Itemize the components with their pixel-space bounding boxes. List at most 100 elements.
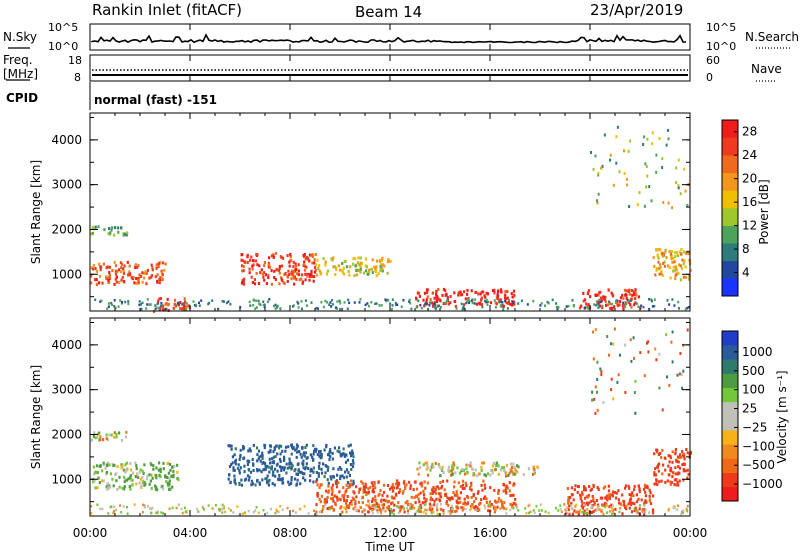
- power-region-1: [90, 225, 129, 237]
- velocity-colorbar-segment-11: [722, 331, 738, 346]
- power-colorbar-segment-8: [722, 137, 738, 156]
- velocity-ytick-2000: 2000: [51, 427, 82, 441]
- velocity-region-6: [653, 448, 692, 487]
- power-colorbar-tick-4: 12: [742, 219, 757, 233]
- power-colorbar-segment-5: [722, 190, 738, 209]
- power-ytick-1000: 1000: [51, 267, 82, 281]
- velocity-colorbar-tick-5: −100: [742, 439, 775, 453]
- power-scatter: [590, 125, 690, 210]
- nsky-label: N.Sky: [3, 30, 37, 44]
- noise-axis-top-left: 10^5: [48, 21, 78, 34]
- date-title: 23/Apr/2019: [590, 1, 683, 19]
- velocity-ylabel: Slant Range [km]: [29, 365, 43, 469]
- velocity-colorbar-tick-0: 1000: [742, 345, 773, 359]
- velocity-colorbar-segment-6: [722, 401, 738, 417]
- power-colorbar-segment-9: [722, 120, 738, 138]
- power-region-7: [652, 248, 692, 282]
- power-colorbar-tick-6: 4: [742, 266, 750, 280]
- velocity-colorbar-segment-3: [722, 444, 738, 459]
- velocity-colorbar-tick-3: 25: [742, 402, 757, 416]
- velocity-colorbar-tick-7: −1000: [742, 477, 783, 491]
- noise-sky-trace: [91, 33, 686, 44]
- x-tick-1: 04:00: [173, 526, 208, 540]
- power-colorbar: 28 24 20 16 12 8 4: [721, 119, 757, 297]
- freq-label: Freq.: [3, 53, 33, 67]
- velocity-scatter: [591, 327, 689, 415]
- power-ytick-4000: 4000: [51, 133, 82, 147]
- frequency-panel: Freq. [MHz] 18 8 60 0 Nave: [3, 53, 782, 84]
- power-colorbar-segment-1: [722, 260, 738, 279]
- power-colorbar-tick-5: 8: [742, 242, 750, 256]
- velocity-panel: 4000 3000 2000 1000 Slant Range [km] 1000 50…: [29, 317, 789, 517]
- velocity-ytick-4000: 4000: [51, 338, 82, 352]
- velocity-region-1: [90, 430, 128, 442]
- velocity-colorbar-segment-9: [722, 359, 738, 374]
- velocity-colorbar-segment-4: [722, 430, 738, 445]
- cpid-text: normal (fast) -151: [94, 93, 217, 107]
- x-tick-6: 00:00: [673, 526, 708, 540]
- velocity-ground-strip: [90, 503, 689, 516]
- velocity-colorbar-tick-6: −500: [742, 458, 775, 472]
- freq-unit-label: [MHz]: [3, 67, 38, 81]
- velocity-ytick-1000: 1000: [51, 472, 82, 486]
- velocity-colorbar-segment-10: [722, 345, 738, 360]
- freq-tick-18: 18: [68, 54, 82, 67]
- power-colorbar-segment-7: [722, 155, 738, 174]
- nave-label: Nave: [751, 62, 782, 76]
- velocity-colorbar-segment-5: [722, 416, 738, 431]
- power-panel: 4000 3000 2000 1000 Slant Range [km] 28 24 20…: [29, 112, 771, 313]
- x-tick-3: 12:00: [373, 526, 408, 540]
- velocity-colorbar-segment-8: [722, 373, 738, 388]
- nsearch-label: N.Search: [745, 30, 799, 44]
- power-ground-strip: [94, 298, 690, 311]
- x-tick-5: 20:00: [573, 526, 608, 540]
- velocity-colorbar-segment-7: [722, 387, 738, 403]
- power-colorbar-segment-2: [722, 243, 738, 262]
- power-colorbar-tick-0: 28: [742, 125, 757, 139]
- beam-title: Beam 14: [355, 3, 422, 21]
- power-ytick-2000: 2000: [51, 222, 82, 236]
- velocity-region-2: [227, 443, 355, 487]
- velocity-ytick-3000: 3000: [51, 383, 82, 397]
- noise-axis-top-right: 10^5: [706, 21, 736, 34]
- velocity-colorbar-tick-4: −25: [742, 420, 767, 434]
- freq-tick-8: 8: [74, 71, 81, 84]
- power-colorbar-tick-1: 24: [742, 148, 757, 162]
- cpid-label: CPID: [6, 91, 38, 105]
- power-colorbar-segment-6: [722, 172, 738, 191]
- velocity-region-0: [92, 461, 180, 492]
- velocity-colorbar: 1000 500 100 25 −25 −100 −500 −1000: [721, 330, 783, 502]
- power-heatmap: [90, 125, 692, 313]
- noise-panel: N.Sky 10^5 10^0 10^5 10^0 N.Search: [3, 21, 799, 53]
- power-colorbar-segment-0: [722, 278, 738, 297]
- power-region-0: [90, 260, 167, 287]
- velocity-colorbar-segment-1: [722, 472, 738, 488]
- power-colorbar-tick-2: 20: [742, 172, 757, 186]
- power-ylabel: Slant Range [km]: [29, 160, 43, 264]
- velocity-colorbar-label: Velocity [m s⁻¹]: [775, 370, 789, 463]
- power-region-4: [315, 256, 392, 278]
- noise-axis-bottom-left: 10^0: [48, 40, 78, 53]
- station-title: Rankin Inlet (fitACF): [92, 1, 242, 19]
- velocity-region-4: [416, 461, 540, 478]
- nave-tick-0: 0: [706, 71, 713, 84]
- velocity-colorbar-tick-2: 100: [742, 383, 765, 397]
- power-colorbar-label: Power [dB]: [757, 179, 771, 244]
- velocity-colorbar-tick-1: 500: [742, 364, 765, 378]
- velocity-colorbar-segment-0: [722, 486, 738, 502]
- x-axis-label: Time UT: [364, 540, 415, 554]
- velocity-heatmap: [90, 327, 692, 516]
- power-colorbar-segment-4: [722, 208, 738, 226]
- power-ytick-3000: 3000: [51, 178, 82, 192]
- time-axis: 00:00 04:00 08:00 12:00 16:00 20:00 00:00: [73, 24, 708, 540]
- x-tick-2: 08:00: [273, 526, 308, 540]
- power-region-3: [240, 251, 317, 286]
- cpid-panel: CPID normal (fast) -151: [6, 82, 217, 110]
- nave-tick-60: 60: [706, 54, 720, 67]
- x-tick-0: 00:00: [73, 526, 108, 540]
- noise-axis-bottom-right: 10^0: [706, 40, 736, 53]
- power-colorbar-segment-3: [722, 225, 738, 244]
- x-tick-4: 16:00: [473, 526, 508, 540]
- power-colorbar-tick-3: 16: [742, 195, 757, 209]
